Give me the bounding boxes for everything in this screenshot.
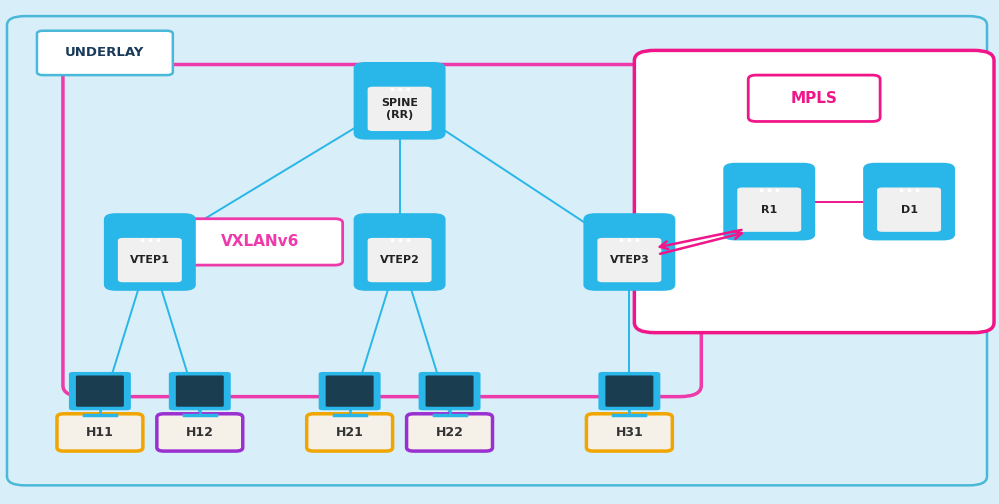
FancyBboxPatch shape xyxy=(354,213,446,291)
FancyBboxPatch shape xyxy=(737,187,801,232)
FancyBboxPatch shape xyxy=(605,375,653,407)
Text: H12: H12 xyxy=(186,426,214,439)
FancyBboxPatch shape xyxy=(37,31,173,75)
Text: VXLANv6: VXLANv6 xyxy=(221,234,299,249)
Text: MPLS: MPLS xyxy=(791,91,837,106)
FancyBboxPatch shape xyxy=(597,238,661,282)
Text: SPINE
(RR): SPINE (RR) xyxy=(381,98,419,119)
FancyBboxPatch shape xyxy=(354,62,446,140)
FancyBboxPatch shape xyxy=(69,372,131,410)
FancyBboxPatch shape xyxy=(634,50,994,333)
FancyBboxPatch shape xyxy=(176,375,224,407)
FancyBboxPatch shape xyxy=(748,75,880,121)
FancyBboxPatch shape xyxy=(368,238,432,282)
Text: R1: R1 xyxy=(761,205,777,215)
FancyArrowPatch shape xyxy=(660,231,742,254)
Text: UNDERLAY: UNDERLAY xyxy=(65,46,145,59)
FancyBboxPatch shape xyxy=(723,163,815,240)
FancyBboxPatch shape xyxy=(863,163,955,240)
FancyBboxPatch shape xyxy=(118,238,182,282)
FancyBboxPatch shape xyxy=(57,414,143,451)
Text: H21: H21 xyxy=(336,426,364,439)
FancyBboxPatch shape xyxy=(877,187,941,232)
Text: H22: H22 xyxy=(436,426,464,439)
FancyBboxPatch shape xyxy=(104,213,196,291)
FancyBboxPatch shape xyxy=(583,213,675,291)
FancyBboxPatch shape xyxy=(326,375,374,407)
FancyBboxPatch shape xyxy=(307,414,393,451)
FancyBboxPatch shape xyxy=(419,372,481,410)
FancyBboxPatch shape xyxy=(598,372,660,410)
FancyBboxPatch shape xyxy=(426,375,474,407)
FancyArrowPatch shape xyxy=(659,230,741,249)
FancyBboxPatch shape xyxy=(76,375,124,407)
FancyBboxPatch shape xyxy=(169,372,231,410)
Text: VTEP2: VTEP2 xyxy=(380,255,420,265)
Text: VTEP3: VTEP3 xyxy=(609,255,649,265)
FancyBboxPatch shape xyxy=(368,87,432,131)
Text: D1: D1 xyxy=(900,205,918,215)
FancyBboxPatch shape xyxy=(157,414,243,451)
FancyBboxPatch shape xyxy=(407,414,493,451)
Text: H31: H31 xyxy=(615,426,643,439)
FancyBboxPatch shape xyxy=(586,414,672,451)
Text: H11: H11 xyxy=(86,426,114,439)
FancyBboxPatch shape xyxy=(177,219,343,265)
FancyBboxPatch shape xyxy=(319,372,381,410)
Text: VTEP1: VTEP1 xyxy=(130,255,170,265)
